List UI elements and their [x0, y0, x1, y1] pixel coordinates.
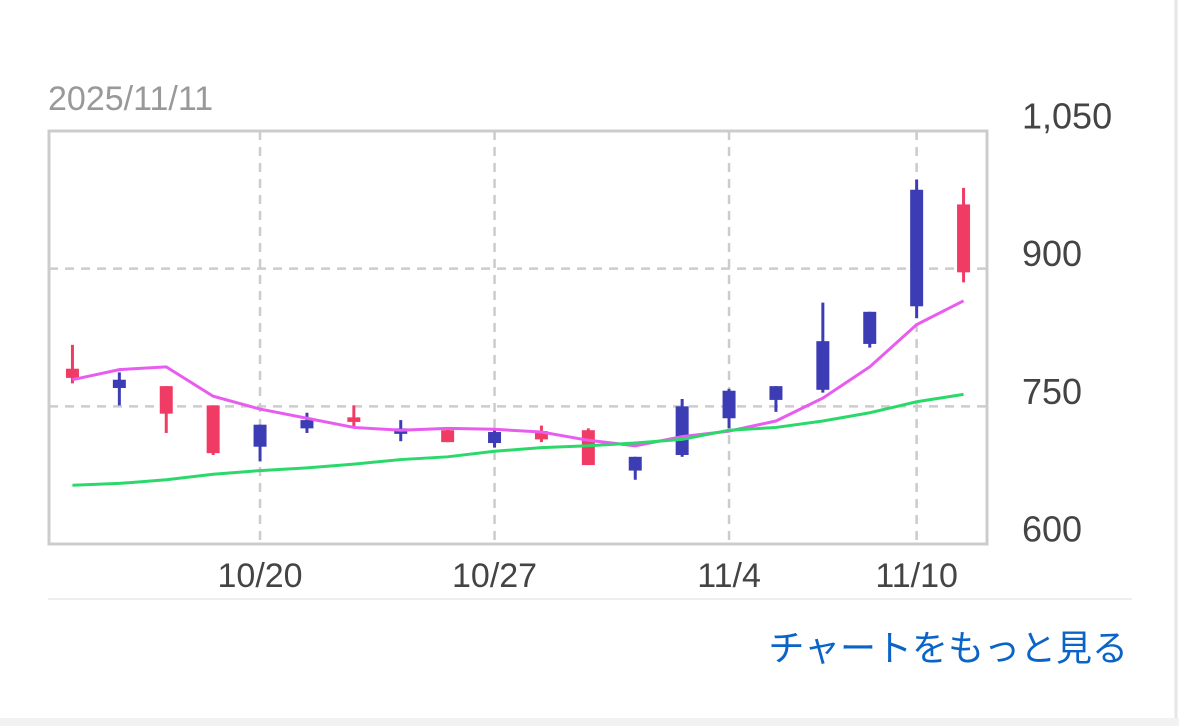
candle-body [581, 430, 595, 466]
moving-average-line [72, 392, 964, 487]
candle-body [112, 379, 126, 388]
x-tick-label: 10/27 [452, 557, 537, 595]
date-label: 2025/11/11 [48, 80, 213, 118]
candle-body [253, 424, 267, 447]
y-tick-label: 600 [1022, 509, 1082, 550]
y-tick-label: 750 [1022, 371, 1082, 412]
candle-body [347, 417, 361, 422]
candle-body [675, 406, 689, 455]
x-tick-label: 11/4 [697, 557, 761, 595]
candle-body [910, 189, 924, 307]
candle-body [534, 431, 548, 440]
candle-body [206, 405, 220, 454]
candle-body [300, 420, 314, 429]
candle-body [628, 456, 642, 471]
x-tick-label: 10/20 [218, 557, 303, 595]
y-tick-label: 900 [1022, 233, 1082, 274]
candle-body [159, 386, 173, 414]
x-tick-label: 11/10 [875, 557, 958, 595]
candle-body [957, 204, 971, 273]
y-tick-label: 1,050 [1022, 96, 1112, 137]
candle-body [769, 386, 783, 400]
plot: 600 750 900 1,050 10/20 10/27 11/4 11/10 [47, 96, 1112, 595]
candle-body [65, 368, 79, 378]
candle-body [816, 341, 830, 390]
more-chart-link[interactable]: チャートをもっと見る [768, 628, 1128, 669]
candle-body [488, 432, 502, 444]
candle-body [722, 390, 736, 419]
moving-average-line [72, 299, 965, 448]
candle-body [441, 430, 455, 443]
candle-body [863, 311, 877, 344]
panel-footer [0, 718, 1179, 726]
plot-border [47, 129, 989, 546]
